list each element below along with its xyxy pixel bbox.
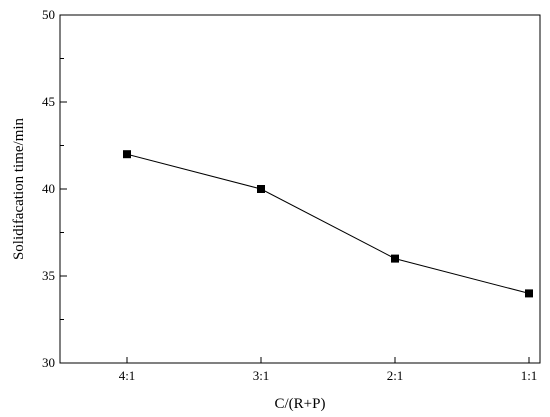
x-tick-label: 1:1 [521, 368, 538, 383]
data-series [123, 150, 533, 298]
y-tick-label: 45 [42, 94, 55, 109]
data-point-marker [257, 185, 265, 193]
data-point-marker [391, 254, 399, 263]
plot-frame [59, 14, 541, 364]
x-axis-ticks: 4:1 3:1 2:1 1:1 [119, 357, 538, 383]
y-tick-label: 50 [42, 7, 55, 22]
x-tick-label: 4:1 [119, 368, 136, 383]
y-axis-title: Solidifacation time/min [11, 117, 27, 260]
y-tick-label: 30 [42, 355, 55, 370]
series-line [126, 153, 530, 294]
x-tick-label: 3:1 [253, 368, 270, 383]
y-tick-label: 35 [42, 268, 55, 283]
y-axis-ticks: 30 35 40 45 50 [42, 7, 67, 370]
x-tick-label: 2:1 [387, 368, 404, 383]
data-point-marker [123, 150, 131, 159]
x-axis-title: C/(R+P) [275, 396, 326, 412]
y-tick-label: 40 [42, 181, 55, 196]
data-point-marker [525, 289, 533, 298]
